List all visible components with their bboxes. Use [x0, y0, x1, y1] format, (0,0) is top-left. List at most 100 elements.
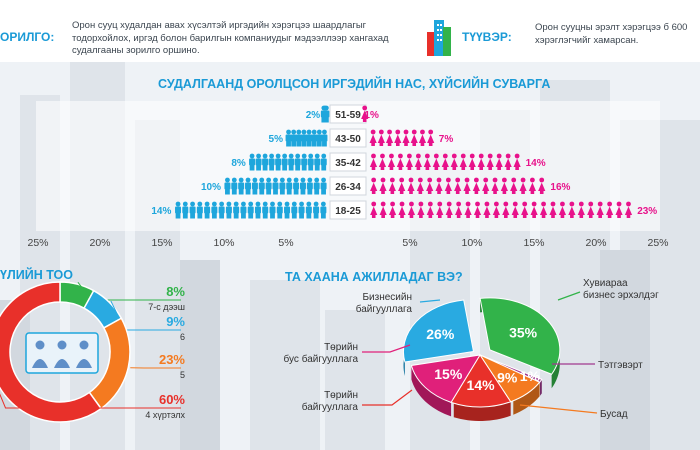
female-figure	[370, 177, 378, 194]
male-figure	[249, 153, 256, 171]
male-figure	[238, 177, 245, 195]
female-figure	[387, 153, 396, 170]
pie-leader-line	[557, 291, 581, 301]
donut-value-label: 23%	[159, 352, 185, 367]
family-icon	[25, 332, 99, 374]
female-figure	[423, 153, 431, 170]
male-figure	[288, 153, 295, 171]
male-figure	[307, 153, 314, 171]
male-figure	[225, 201, 232, 219]
female-figure	[441, 153, 449, 170]
female-value-label: 14%	[526, 158, 546, 169]
pie-category-label: Тэтгэвэрт	[598, 360, 643, 371]
pie-category-label: Төрийн байгууллага	[302, 390, 359, 413]
pie-category-label: Бусад	[600, 409, 628, 420]
female-figure	[463, 177, 471, 194]
male-figure	[279, 177, 286, 195]
female-value-label: 7%	[439, 134, 454, 145]
female-figure	[504, 153, 512, 170]
male-figure	[311, 129, 318, 147]
male-figure	[320, 105, 327, 123]
male-value-label: 14%	[151, 206, 171, 217]
female-figure	[596, 201, 604, 218]
male-figure	[211, 201, 218, 219]
male-figure	[255, 153, 262, 171]
age-label: 18-25	[335, 206, 361, 217]
female-figure	[407, 177, 415, 194]
female-figure	[502, 201, 510, 218]
x-tick-label: 15%	[523, 237, 544, 249]
age-label: 43-50	[335, 134, 361, 145]
donut-value-label: 8%	[166, 284, 185, 299]
female-figure	[528, 177, 536, 194]
male-figure	[285, 129, 292, 147]
male-figure	[293, 177, 300, 195]
male-figure	[299, 177, 306, 195]
summary-label: ТҮҮВЭР:	[462, 30, 512, 44]
male-figure	[262, 153, 269, 171]
female-figure	[450, 153, 458, 170]
male-figure	[300, 129, 307, 147]
female-figure	[379, 201, 387, 218]
female-value-label: 1%	[364, 110, 379, 121]
female-figure	[426, 177, 434, 194]
female-figure	[511, 201, 519, 218]
male-figure	[305, 201, 312, 219]
female-figure	[417, 201, 425, 218]
female-figure	[427, 129, 435, 146]
pie-value-label: 15%	[434, 366, 463, 382]
female-figure	[500, 177, 508, 194]
male-figure	[281, 153, 288, 171]
male-figure	[272, 177, 279, 195]
female-figure	[394, 129, 402, 146]
donut-value-label: 60%	[159, 392, 185, 407]
male-value-label: 5%	[269, 134, 284, 145]
x-tick-label: 5%	[402, 237, 417, 249]
male-figure	[247, 201, 254, 219]
female-figure	[486, 153, 494, 170]
male-figure	[218, 201, 225, 219]
x-tick-label: 20%	[585, 237, 606, 249]
donut-category-label: 4 хүртэлх	[145, 410, 185, 420]
pie-slice	[410, 354, 481, 403]
female-figure	[454, 177, 462, 194]
male-figure	[290, 129, 297, 147]
pie-slice-side	[540, 379, 542, 396]
header-bar: ОРИЛГО: Орон сууц худалдан авах хүсэлтэй…	[0, 0, 700, 62]
female-figure	[472, 177, 480, 194]
male-figure	[262, 201, 269, 219]
female-figure	[396, 153, 405, 170]
female-figure	[405, 153, 413, 170]
pie-slice	[479, 297, 561, 375]
male-figure	[196, 201, 203, 219]
female-figure	[491, 177, 499, 194]
male-figure	[286, 177, 293, 195]
male-figure	[231, 177, 238, 195]
female-figure	[549, 201, 557, 218]
male-figure	[258, 177, 265, 195]
age-label: 26-34	[335, 182, 361, 193]
pie-category-label: Бизнесийн байгууллага	[356, 292, 413, 315]
male-value-label: 10%	[201, 182, 221, 193]
pie-value-label: 14%	[467, 377, 496, 393]
x-tick-label: 25%	[647, 237, 668, 249]
building-icon	[427, 20, 451, 56]
female-figure	[558, 201, 567, 218]
female-figure	[435, 177, 443, 194]
donut-category-label: 7-с дээш	[148, 302, 185, 312]
pie-category-label: Төрийн бус байгууллага	[284, 342, 359, 365]
female-figure	[492, 201, 500, 218]
male-figure	[306, 177, 313, 195]
female-figure	[407, 201, 416, 218]
male-figure	[265, 177, 272, 195]
female-figure	[538, 177, 546, 194]
pie-slice	[450, 354, 512, 408]
female-figure	[455, 201, 463, 218]
pie-leader-line	[419, 299, 441, 303]
age-box	[329, 152, 367, 172]
male-figure	[204, 201, 211, 219]
donut-value-label: 9%	[166, 314, 185, 329]
x-tick-label: 5%	[278, 237, 293, 249]
female-figure	[414, 153, 422, 170]
pie-leader-line	[362, 344, 411, 353]
